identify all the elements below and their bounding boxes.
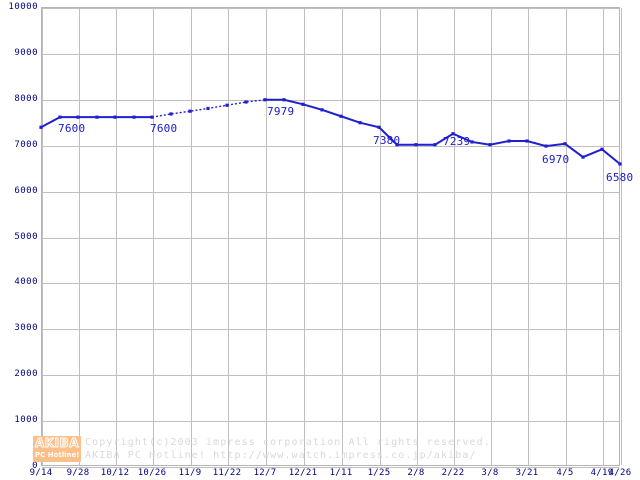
gridline-vertical [304,8,305,465]
gridline-vertical [454,8,455,465]
x-axis-tick-label: 3/21 [515,468,539,478]
data-point-value-label: 7239 [443,134,471,148]
x-axis-tick-label: 11/22 [212,468,242,478]
x-axis-tick-label: 9/28 [66,468,90,478]
data-point-value-label: 6970 [542,153,570,167]
y-axis-tick-label: 6000 [14,185,38,196]
gridline-vertical [417,8,418,465]
gridline-horizontal [42,283,619,285]
gridline-vertical [228,8,229,465]
x-axis-tick-label: 10/26 [137,468,167,478]
data-point-value-label: 7380 [373,134,401,148]
gridline-vertical [79,8,80,465]
gridline-horizontal [42,375,619,377]
y-axis-tick-label: 1000 [14,415,38,426]
x-axis-tick-label: 3/8 [481,468,499,478]
x-axis-tick-label: 12/21 [288,468,318,478]
gridline-horizontal [42,329,619,331]
gridline-vertical [491,8,492,465]
gridline-vertical [621,8,622,465]
x-axis-tick-label: 9/14 [29,468,53,478]
y-axis-tick-label: 2000 [14,369,38,380]
gridline-vertical [42,8,43,465]
x-axis-tick-label: 4/5 [556,468,574,478]
plot-area [41,7,622,468]
x-axis-tick-label: 4/19 [590,468,614,478]
gridline-vertical [153,8,154,465]
gridline-vertical [528,8,529,465]
gridline-horizontal [42,467,619,468]
footer-watermark: AKIBA PC Hotline! Copyright(c)2003 impre… [33,436,633,464]
gridline-horizontal [42,421,619,423]
gridline-vertical [191,8,192,465]
gridline-vertical [380,8,381,465]
y-axis-tick-label: 10000 [8,2,38,12]
gridline-horizontal [42,237,619,239]
y-axis-tick-label: 5000 [14,231,38,242]
gridline-vertical [566,8,567,465]
data-point-value-label: 7600 [150,122,178,136]
gridline-vertical [342,8,343,465]
x-axis-tick-label: 2/22 [441,468,465,478]
x-axis-tick-label: 1/25 [367,468,391,478]
gridline-vertical [116,8,117,465]
x-axis-tick-label: 2/8 [407,468,425,478]
y-axis-tick-label: 7000 [14,139,38,150]
gridline-vertical [603,8,604,465]
data-point-value-label: 7600 [58,122,86,136]
data-point-value-label: 7979 [267,104,295,118]
x-axis-tick-label: 1/11 [329,468,353,478]
gridline-horizontal [42,8,619,9]
y-axis-tick-label: 3000 [14,323,38,334]
x-axis-tick-label: 11/9 [178,468,202,478]
y-axis-tick-label: 8000 [14,93,38,104]
x-axis-tick-label: 4/26 [608,468,632,478]
x-axis-tick-label: 12/7 [253,468,277,478]
akiba-logo-subtitle: PC Hotline! [35,451,80,459]
gridline-horizontal [42,191,619,193]
gridline-vertical [266,8,267,465]
gridline-horizontal [42,145,619,147]
y-axis-tick-label: 9000 [14,47,38,58]
gridline-horizontal [42,53,619,55]
y-axis-tick-label: 4000 [14,277,38,288]
x-axis-tick-label: 10/12 [100,468,130,478]
copyright-line: Copyright(c)2003 impress corporation All… [85,437,491,448]
gridline-horizontal [42,99,619,101]
akiba-logo: AKIBA PC Hotline! [33,436,81,462]
site-url-line: AKIBA PC Hotline! http://www.watch.impre… [85,450,477,461]
akiba-logo-title: AKIBA [35,436,79,450]
y-axis-tick-label: 0 [32,461,38,471]
data-point-value-label: 6580 [606,170,634,184]
